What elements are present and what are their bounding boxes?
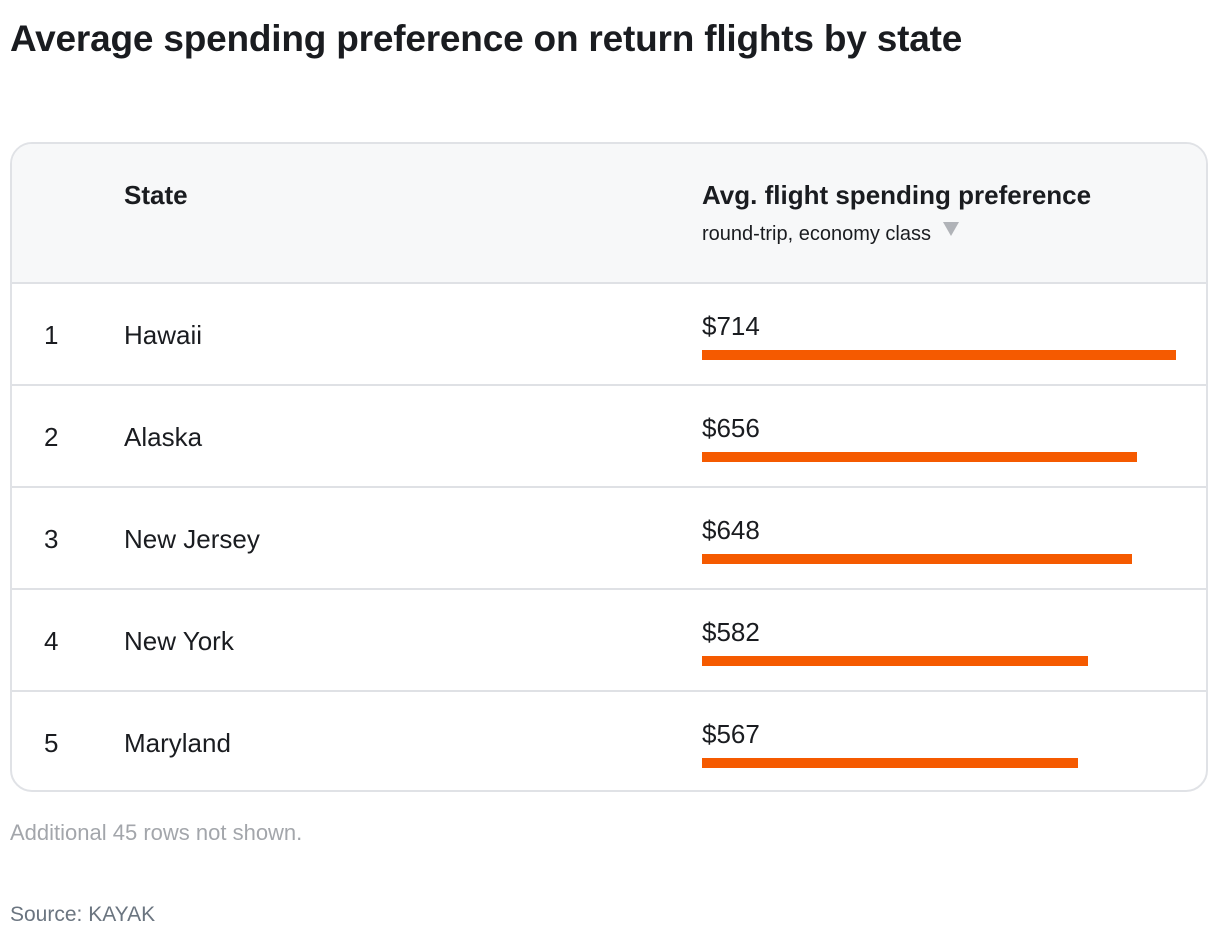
value-bar (702, 758, 1078, 768)
row-rank: 1 (44, 320, 59, 350)
row-value-label: $714 (702, 311, 760, 341)
row-rank: 3 (44, 524, 59, 554)
rows-not-shown-note: Additional 45 rows not shown. (10, 820, 303, 845)
sort-descending-icon[interactable] (942, 222, 959, 236)
value-bar (702, 452, 1137, 462)
row-rank: 2 (44, 422, 59, 452)
column-header-subtitle: round-trip, economy class (702, 222, 959, 246)
row-value-label: $582 (702, 617, 760, 647)
value-bar (702, 554, 1132, 564)
table-row: 1 Hawaii $714 (12, 284, 1206, 386)
column-subtitle-text: round-trip, economy class (702, 223, 931, 245)
table-header: State Avg. flight spending preference ro… (12, 144, 1206, 284)
chart-title: Average spending preference on return fl… (10, 18, 963, 59)
row-state-name: Hawaii (124, 320, 203, 350)
table-row: 4 New York $582 (12, 590, 1206, 692)
table-row: 5 Maryland $567 (12, 692, 1206, 790)
column-header-state[interactable]: State (124, 180, 188, 210)
row-value-label: $567 (702, 719, 760, 749)
table-row: 2 Alaska $656 (12, 386, 1206, 488)
row-state-name: New York (124, 626, 234, 656)
row-state-name: New Jersey (124, 524, 260, 554)
ranking-table: State Avg. flight spending preference ro… (10, 142, 1208, 792)
row-value-label: $648 (702, 515, 760, 545)
column-header-spending[interactable]: Avg. flight spending preference (702, 180, 1092, 210)
row-rank: 4 (44, 626, 59, 656)
row-rank: 5 (44, 728, 59, 758)
value-bar (702, 656, 1088, 666)
row-value-label: $656 (702, 413, 760, 443)
table-row: 3 New Jersey $648 (12, 488, 1206, 590)
row-state-name: Maryland (124, 728, 231, 758)
source-credit: Source: KAYAK (10, 903, 156, 926)
value-bar (702, 350, 1176, 360)
row-state-name: Alaska (124, 422, 203, 452)
